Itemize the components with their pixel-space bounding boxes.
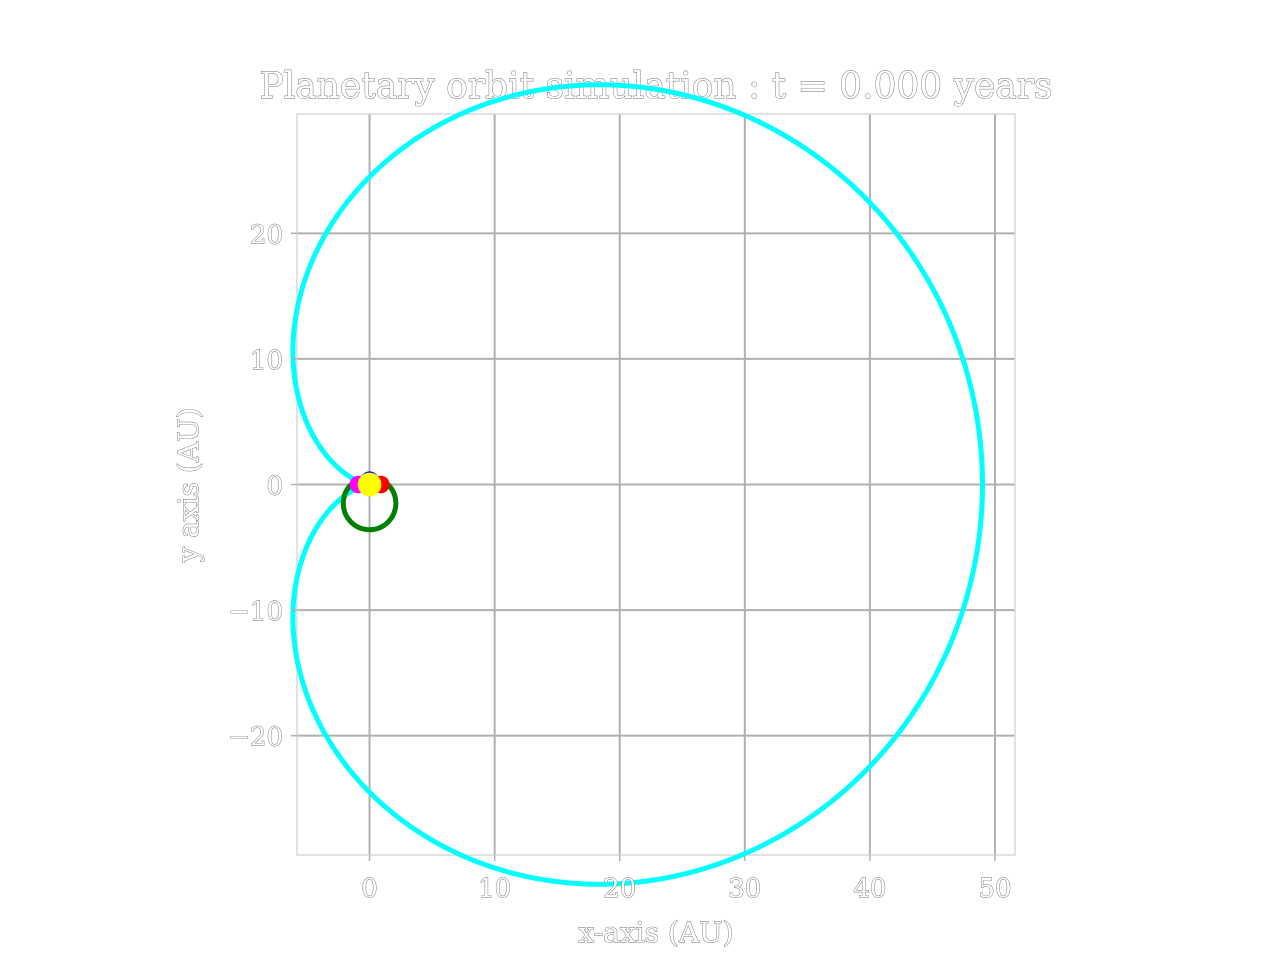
x-ticks: 0 10 20 30 40 50 — [361, 855, 1012, 904]
grid — [297, 114, 1015, 855]
y-ticks: −20 −10 0 10 20 — [228, 220, 297, 753]
y-tick-label: −20 — [228, 723, 283, 753]
y-tick-label: −10 — [228, 597, 283, 627]
x-axis-label: x-axis (AU) — [578, 916, 733, 949]
outer-orbit-path — [290, 82, 985, 887]
bodies — [349, 471, 390, 497]
x-tick-label: 30 — [728, 874, 761, 904]
y-tick-label: 0 — [266, 472, 283, 502]
y-axis-label: y axis (AU) — [172, 407, 205, 563]
x-tick-label: 10 — [478, 874, 511, 904]
x-tick-label: 0 — [361, 874, 378, 904]
x-tick-label: 40 — [853, 874, 886, 904]
x-tick-label: 50 — [978, 874, 1011, 904]
y-tick-label: 20 — [250, 220, 283, 250]
plot-area — [290, 82, 1016, 887]
body-marker — [357, 472, 382, 497]
x-tick-label: 20 — [603, 874, 636, 904]
y-tick-label: 10 — [250, 346, 283, 376]
chart-title: Planetary orbit simulation : t = 0.000 y… — [260, 66, 1053, 107]
